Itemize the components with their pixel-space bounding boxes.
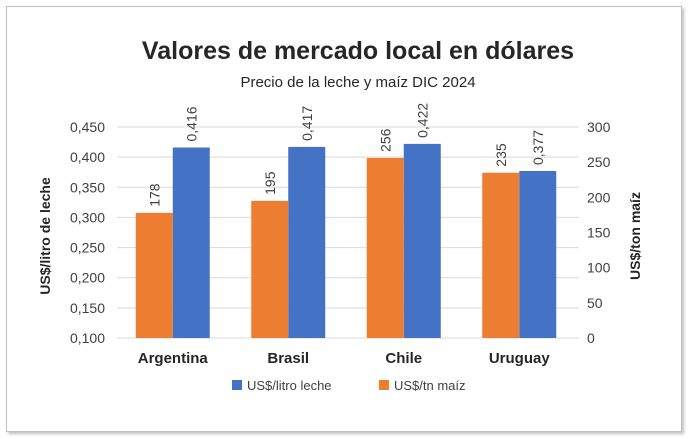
data-label-leche: 0,377 <box>530 130 546 165</box>
y-left-tick-label: 0,400 <box>70 149 105 165</box>
chart-subtitle: Precio de la leche y maíz DIC 2024 <box>240 74 475 91</box>
legend: US$/litro leche US$/tn maíz <box>232 378 466 393</box>
legend-label: US$/tn maíz <box>394 378 466 393</box>
x-category-label: Chile <box>385 350 422 367</box>
y-left-tick-label: 0,450 <box>70 119 105 135</box>
y-right-tick-label: 300 <box>587 119 611 135</box>
y-right-tick-label: 100 <box>587 260 611 276</box>
data-label-maiz: 235 <box>493 143 509 167</box>
bar-maiz <box>251 200 289 338</box>
legend-swatch <box>232 380 242 390</box>
bar-leche <box>403 143 441 338</box>
y-left-tick-label: 0,150 <box>70 300 105 316</box>
y-right-tick-label: 250 <box>587 154 611 170</box>
y-right-tick-label: 0 <box>587 330 595 346</box>
data-label-leche: 0,422 <box>414 103 430 138</box>
data-label-leche: 0,416 <box>183 106 199 141</box>
y-left-tick-label: 0,100 <box>70 330 105 346</box>
data-label-maiz: 195 <box>262 171 278 195</box>
y-left-tick-label: 0,200 <box>70 270 105 286</box>
data-label-leche: 0,417 <box>299 106 315 141</box>
tick-labels: 0,100 0,150 0,200 0,250 0,300 0,350 0,400 0,450… <box>70 119 611 367</box>
y-right-axis-title: US$/ton maíz <box>627 192 643 280</box>
y-left-tick-label: 0,250 <box>70 240 105 256</box>
legend-label: US$/litro leche <box>247 378 332 393</box>
bar-maiz <box>135 212 173 338</box>
bar-leche <box>519 171 557 338</box>
data-label-maiz: 178 <box>146 183 162 207</box>
bar-maiz <box>482 172 520 338</box>
y-right-tick-label: 50 <box>587 295 603 311</box>
data-labels: 0,416 178 0,417 195 0,422 256 0,377 235 <box>146 103 546 207</box>
y-left-tick-label: 0,350 <box>70 179 105 195</box>
legend-swatch <box>379 380 389 390</box>
x-category-label: Brasil <box>267 350 309 367</box>
bar-leche <box>172 147 210 338</box>
chart-svg: Valores de mercado local en dólares Prec… <box>37 37 643 393</box>
chart-frame: Valores de mercado local en dólares Prec… <box>6 6 682 432</box>
y-right-tick-label: 150 <box>587 225 611 241</box>
data-label-maiz: 256 <box>377 128 393 152</box>
bars <box>135 143 557 338</box>
x-category-label: Argentina <box>138 350 209 367</box>
y-right-tick-label: 200 <box>587 189 611 205</box>
y-left-tick-label: 0,300 <box>70 209 105 225</box>
y-left-axis-title: US$/litro de leche <box>37 177 53 295</box>
bar-leche <box>288 146 326 338</box>
bar-maiz <box>366 157 404 338</box>
chart-title: Valores de mercado local en dólares <box>142 37 574 65</box>
x-category-label: Uruguay <box>489 350 551 367</box>
